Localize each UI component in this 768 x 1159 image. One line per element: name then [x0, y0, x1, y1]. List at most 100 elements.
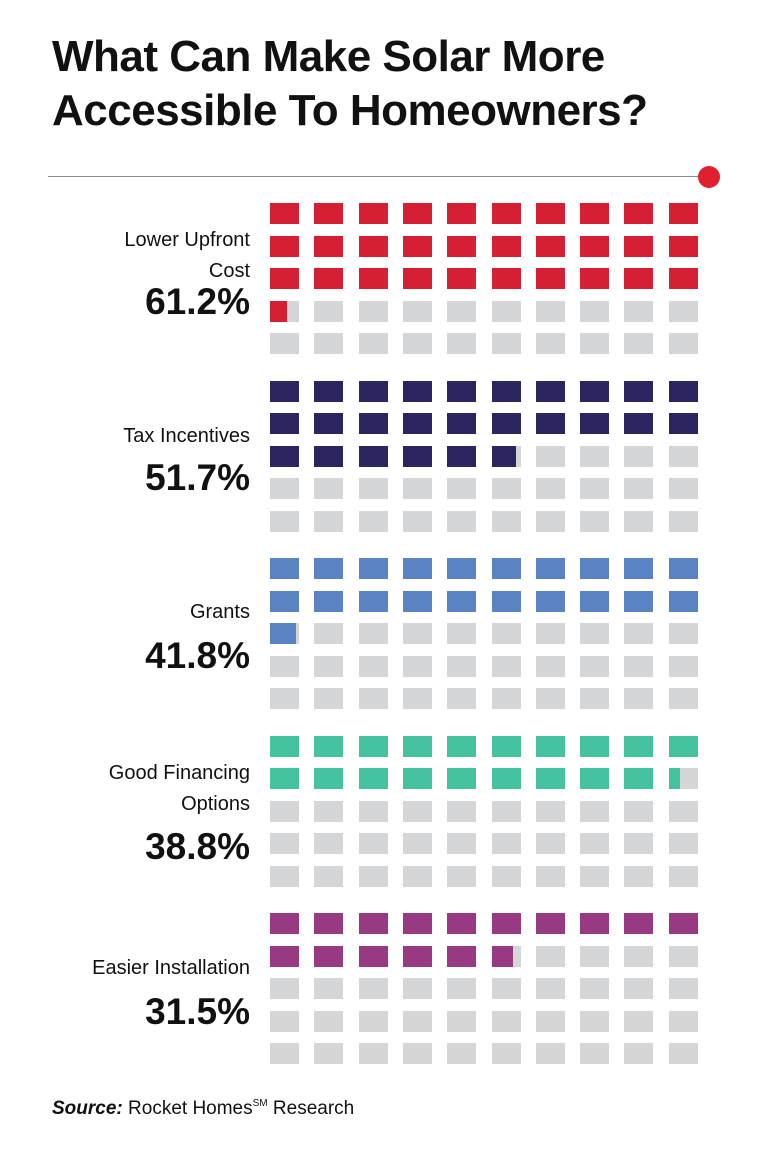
waffle-cell	[624, 268, 654, 289]
waffle-cell	[314, 268, 344, 289]
waffle-cell	[491, 268, 521, 289]
waffle-cell-fill	[402, 558, 432, 579]
waffle-cell	[580, 833, 610, 854]
waffle-cell	[402, 268, 432, 289]
waffle-cell	[668, 558, 698, 579]
waffle-cell	[314, 1010, 344, 1032]
waffle-cell-fill	[624, 203, 654, 224]
waffle-cell	[314, 445, 344, 467]
waffle-cell	[270, 268, 299, 289]
waffle-cell	[402, 510, 432, 532]
waffle-cell-fill	[491, 913, 521, 934]
waffle-cell	[447, 558, 477, 579]
waffle-cell	[358, 445, 388, 467]
waffle-cell	[491, 445, 521, 467]
waffle-cell	[447, 945, 477, 967]
waffle-cell	[314, 380, 344, 402]
waffle-cell-fill	[314, 268, 344, 289]
waffle-cell	[358, 558, 388, 579]
waffle-cell	[580, 235, 610, 257]
waffle-cell	[624, 833, 654, 854]
waffle-cell	[270, 913, 299, 934]
waffle-cell	[402, 833, 432, 854]
waffle-cell	[668, 1043, 698, 1064]
waffle-cell	[491, 865, 521, 887]
waffle-cell	[270, 945, 299, 967]
waffle-cell	[668, 1010, 698, 1032]
waffle-cell	[402, 413, 432, 434]
waffle-cell-fill	[580, 590, 610, 612]
waffle-cell	[447, 833, 477, 854]
waffle-cell	[402, 300, 432, 322]
waffle-cell-fill	[314, 558, 344, 579]
waffle-cell-fill	[535, 735, 565, 757]
waffle-cell	[668, 380, 698, 402]
waffle-cell	[491, 203, 521, 224]
waffle-cell	[491, 913, 521, 934]
waffle-cell	[447, 445, 477, 467]
waffle-cell	[270, 445, 299, 467]
waffle-cell	[624, 865, 654, 887]
waffle-cell	[535, 1010, 565, 1032]
waffle-cell-fill	[535, 235, 565, 257]
waffle-cell	[535, 380, 565, 402]
waffle-cell	[491, 510, 521, 532]
waffle-cell-fill	[447, 380, 477, 402]
waffle-cell	[402, 978, 432, 999]
waffle-cell-fill	[270, 203, 299, 224]
waffle-cell-fill	[535, 268, 565, 289]
waffle-cell	[402, 623, 432, 644]
waffle-cell-fill	[447, 735, 477, 757]
waffle-cell	[624, 688, 654, 709]
waffle-cell-fill	[668, 913, 698, 934]
waffle-cell	[358, 623, 388, 644]
waffle-cell	[491, 235, 521, 257]
waffle-cell	[447, 1043, 477, 1064]
waffle-cell	[491, 655, 521, 677]
waffle-cell-fill	[314, 768, 344, 789]
waffle-cell	[668, 800, 698, 822]
series-label: Lower Upfront	[124, 229, 250, 251]
waffle-cell-fill	[314, 380, 344, 402]
waffle-cell	[358, 800, 388, 822]
waffle-cell	[270, 655, 299, 677]
waffle-cell-fill	[535, 380, 565, 402]
waffle-cell	[270, 203, 299, 224]
waffle-cell-fill	[668, 590, 698, 612]
waffle-cell	[314, 413, 344, 434]
waffle-cell	[447, 380, 477, 402]
waffle-cell	[358, 768, 388, 789]
waffle-cell	[535, 235, 565, 257]
series-label: Tax Incentives	[123, 425, 250, 447]
waffle-cell	[447, 203, 477, 224]
waffle-cell	[447, 800, 477, 822]
waffle-cell	[358, 978, 388, 999]
waffle-cell	[491, 380, 521, 402]
waffle-cell	[535, 735, 565, 757]
waffle-cell	[668, 413, 698, 434]
waffle-cell	[358, 945, 388, 967]
waffle-cell	[447, 333, 477, 354]
waffle-cell	[447, 1010, 477, 1032]
waffle-cell-fill	[580, 413, 610, 434]
waffle-cell-fill	[402, 945, 432, 967]
title-rule	[48, 176, 708, 177]
waffle-cell-fill	[314, 913, 344, 934]
waffle-cell	[402, 688, 432, 709]
waffle-cell	[358, 1010, 388, 1032]
waffle-cell-fill	[402, 203, 432, 224]
waffle-cell	[668, 268, 698, 289]
source-label: Source:	[52, 1098, 123, 1119]
waffle-cell	[624, 380, 654, 402]
waffle-cell-fill	[358, 235, 388, 257]
waffle-cell-fill	[447, 945, 477, 967]
waffle-cell-fill	[491, 590, 521, 612]
waffle-cell	[491, 833, 521, 854]
waffle-cell-fill	[447, 203, 477, 224]
waffle-cell	[270, 235, 299, 257]
waffle-cell	[491, 413, 521, 434]
waffle-cell	[447, 413, 477, 434]
waffle-cell	[535, 913, 565, 934]
waffle-cell	[270, 510, 299, 532]
waffle-cell-fill	[491, 735, 521, 757]
